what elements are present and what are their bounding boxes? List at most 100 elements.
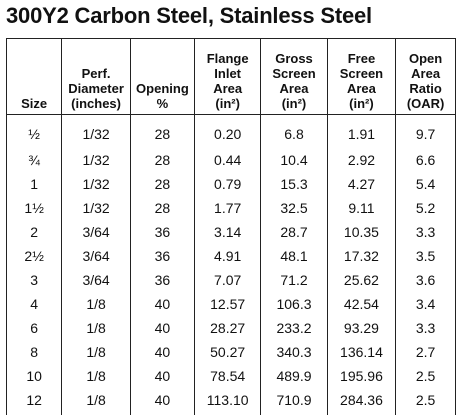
cell-free-screen-area: 42.54 — [327, 292, 396, 316]
cell-gross-screen-area: 6.8 — [261, 115, 327, 149]
cell-free-screen-area: 136.14 — [327, 340, 396, 364]
cell-free-screen-area: 10.35 — [327, 220, 396, 244]
cell-flange-inlet-area: 78.54 — [194, 364, 260, 388]
cell-open-area-ratio: 5.2 — [396, 196, 456, 220]
cell-gross-screen-area: 28.7 — [261, 220, 327, 244]
header-perf-diameter: Perf. Diameter (inches) — [62, 39, 131, 115]
cell-flange-inlet-area: 0.20 — [194, 115, 260, 149]
cell-open-area-ratio: 2.5 — [396, 364, 456, 388]
cell-opening: 40 — [130, 292, 194, 316]
cell-perf-diameter: 1/32 — [62, 115, 131, 149]
cell-free-screen-area: 195.96 — [327, 364, 396, 388]
cell-gross-screen-area: 32.5 — [261, 196, 327, 220]
cell-perf-diameter: 1/8 — [62, 292, 131, 316]
cell-size: ¾ — [7, 148, 62, 172]
cell-perf-diameter: 1/8 — [62, 364, 131, 388]
cell-free-screen-area: 4.27 — [327, 172, 396, 196]
header-opening: Opening % — [130, 39, 194, 115]
header-gross-screen-area: Gross Screen Area (in²) — [261, 39, 327, 115]
cell-gross-screen-area: 233.2 — [261, 316, 327, 340]
cell-size: ½ — [7, 115, 62, 149]
cell-free-screen-area: 9.11 — [327, 196, 396, 220]
header-open-area-ratio: Open Area Ratio (OAR) — [396, 39, 456, 115]
cell-opening: 28 — [130, 115, 194, 149]
cell-open-area-ratio: 3.3 — [396, 316, 456, 340]
cell-opening: 40 — [130, 340, 194, 364]
cell-size: 3 — [7, 268, 62, 292]
cell-open-area-ratio: 3.4 — [396, 292, 456, 316]
specification-table: Size Perf. Diameter (inches) Opening % F… — [6, 38, 456, 415]
header-flange-inlet-area: Flange Inlet Area (in²) — [194, 39, 260, 115]
cell-size: 1 — [7, 172, 62, 196]
cell-opening: 28 — [130, 148, 194, 172]
cell-perf-diameter: 1/8 — [62, 316, 131, 340]
cell-free-screen-area: 284.36 — [327, 388, 396, 415]
cell-perf-diameter: 1/8 — [62, 340, 131, 364]
cell-free-screen-area: 1.91 — [327, 115, 396, 149]
cell-open-area-ratio: 5.4 — [396, 172, 456, 196]
cell-flange-inlet-area: 113.10 — [194, 388, 260, 415]
cell-open-area-ratio: 3.3 — [396, 220, 456, 244]
cell-opening: 36 — [130, 244, 194, 268]
header-row: Size Perf. Diameter (inches) Opening % F… — [7, 39, 456, 115]
cell-perf-diameter: 1/32 — [62, 148, 131, 172]
cell-flange-inlet-area: 0.44 — [194, 148, 260, 172]
cell-size: 12 — [7, 388, 62, 415]
cell-perf-diameter: 1/32 — [62, 172, 131, 196]
cell-free-screen-area: 93.29 — [327, 316, 396, 340]
cell-free-screen-area: 2.92 — [327, 148, 396, 172]
cell-size: 2 — [7, 220, 62, 244]
cell-free-screen-area: 17.32 — [327, 244, 396, 268]
cell-flange-inlet-area: 7.07 — [194, 268, 260, 292]
cell-opening: 28 — [130, 172, 194, 196]
cell-size: 6 — [7, 316, 62, 340]
cell-gross-screen-area: 15.3 — [261, 172, 327, 196]
cell-opening: 36 — [130, 220, 194, 244]
cell-gross-screen-area: 710.9 — [261, 388, 327, 415]
cell-size: 10 — [7, 364, 62, 388]
cell-size: 4 — [7, 292, 62, 316]
cell-open-area-ratio: 6.6 — [396, 148, 456, 172]
cell-gross-screen-area: 10.4 — [261, 148, 327, 172]
cell-size: 2½ — [7, 244, 62, 268]
cell-open-area-ratio: 3.6 — [396, 268, 456, 292]
cell-gross-screen-area: 340.3 — [261, 340, 327, 364]
cell-perf-diameter: 3/64 — [62, 268, 131, 292]
cell-flange-inlet-area: 28.27 — [194, 316, 260, 340]
cell-open-area-ratio: 9.7 — [396, 115, 456, 149]
cell-gross-screen-area: 489.9 — [261, 364, 327, 388]
cell-size: 8 — [7, 340, 62, 364]
header-free-screen-area: Free Screen Area (in²) — [327, 39, 396, 115]
cell-gross-screen-area: 106.3 — [261, 292, 327, 316]
cell-opening: 40 — [130, 388, 194, 415]
table-title: 300Y2 Carbon Steel, Stainless Steel — [6, 3, 372, 29]
cell-flange-inlet-area: 0.79 — [194, 172, 260, 196]
cell-opening: 40 — [130, 316, 194, 340]
cell-perf-diameter: 1/8 — [62, 388, 131, 415]
cell-open-area-ratio: 3.5 — [396, 244, 456, 268]
cell-free-screen-area: 25.62 — [327, 268, 396, 292]
cell-perf-diameter: 3/64 — [62, 220, 131, 244]
cell-gross-screen-area: 48.1 — [261, 244, 327, 268]
cell-flange-inlet-area: 4.91 — [194, 244, 260, 268]
cell-opening: 36 — [130, 268, 194, 292]
cell-opening: 40 — [130, 364, 194, 388]
cell-perf-diameter: 1/32 — [62, 196, 131, 220]
cell-gross-screen-area: 71.2 — [261, 268, 327, 292]
cell-opening: 28 — [130, 196, 194, 220]
cell-perf-diameter: 3/64 — [62, 244, 131, 268]
cell-size: 1½ — [7, 196, 62, 220]
header-size: Size — [7, 39, 62, 115]
cell-open-area-ratio: 2.7 — [396, 340, 456, 364]
